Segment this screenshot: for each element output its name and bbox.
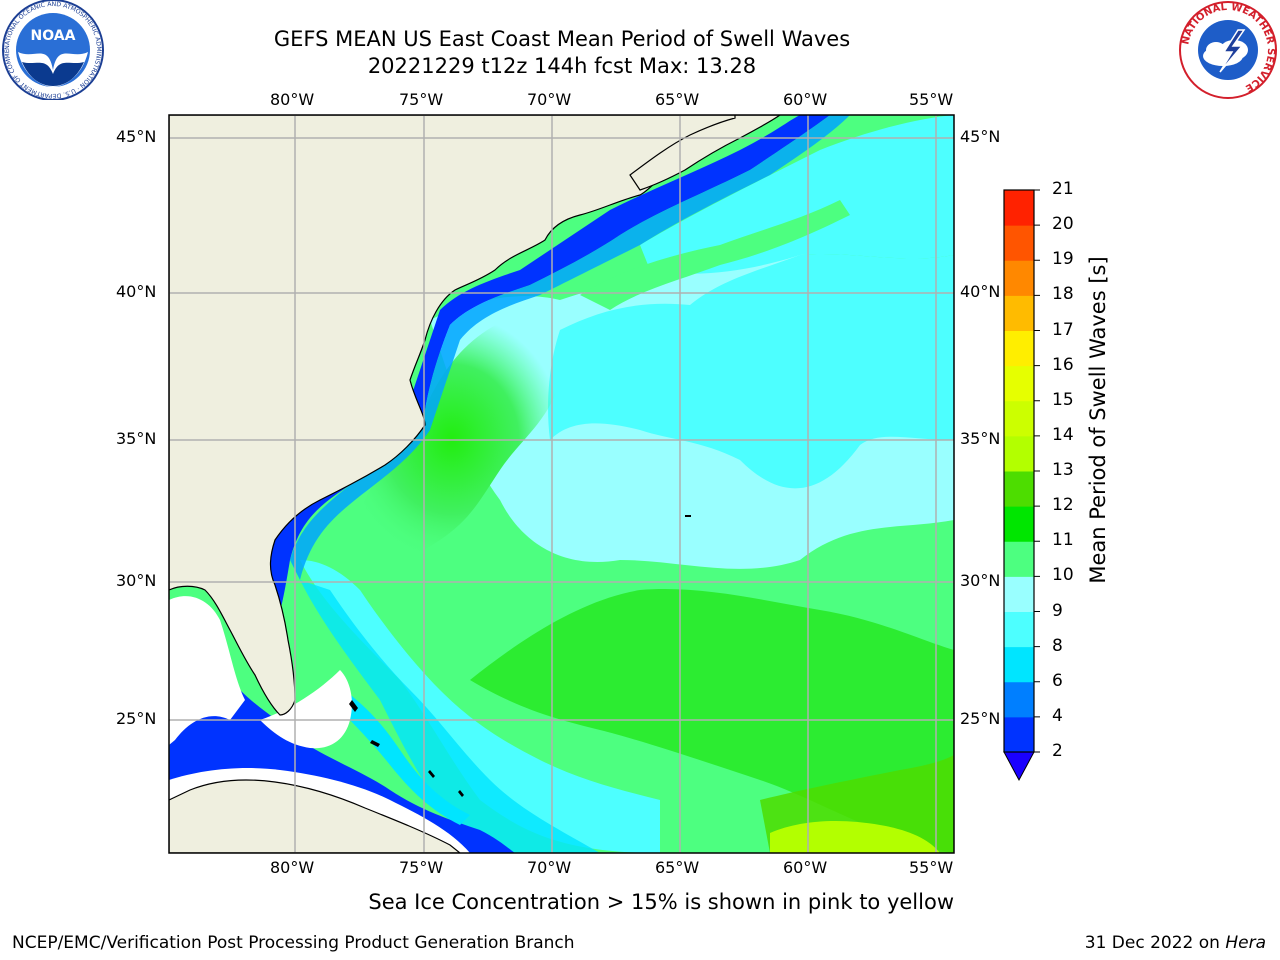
lat-label-right-45n: 45°N <box>960 127 1001 146</box>
swell-zone-12-13s <box>770 821 940 853</box>
colorbar-tick-label: 16 <box>1052 354 1074 375</box>
colorbar-segment <box>1004 681 1034 718</box>
lat-label-right-30n: 30°N <box>960 571 1001 590</box>
chart-title: GEFS MEAN US East Coast Mean Period of S… <box>273 27 851 51</box>
footer-date-text: 31 Dec 2022 on <box>1084 933 1226 953</box>
colorbar-tick-label: 15 <box>1052 389 1074 410</box>
lon-label-top-75w: 75°W <box>399 90 444 109</box>
colorbar-title: Mean Period of Swell Waves [s] <box>1086 256 1110 584</box>
swell-zone-6-8s-north <box>640 115 954 274</box>
swell-zone-9-10s-north <box>580 200 850 310</box>
colorbar-segment <box>1004 435 1034 472</box>
footer-credit: NCEP/EMC/Verification Post Processing Pr… <box>12 933 575 953</box>
lat-label-right-35n: 35°N <box>960 429 1001 448</box>
colorbar-segment <box>1004 365 1034 402</box>
colorbar-tick-label: 17 <box>1052 319 1074 340</box>
lon-label-top-80w: 80°W <box>270 90 315 109</box>
lat-label-right-25n: 25°N <box>960 709 1001 728</box>
colorbar <box>1003 189 1040 782</box>
colorbar-tick-label: 13 <box>1052 460 1074 480</box>
lon-label-bottom-70w: 70°W <box>527 858 572 877</box>
lon-label-bottom-75w: 75°W <box>399 858 444 877</box>
colorbar-tick-label: 20 <box>1052 214 1074 235</box>
nws-logo: NATIONAL WEATHER SERVICE <box>1178 0 1278 100</box>
sea-ice-caption: Sea Ice Concentration > 15% is shown in … <box>368 890 954 914</box>
noaa-logo-text: NOAA <box>31 28 76 44</box>
footer-date: 31 Dec 2022 on Hera <box>1085 933 1266 953</box>
lat-label-right-40n: 40°N <box>960 282 1001 301</box>
lat-label-left-30n: 30°N <box>116 571 157 590</box>
lon-label-top-55w: 55°W <box>909 90 954 109</box>
land-north-america <box>169 115 781 716</box>
colorbar-segment <box>1004 190 1034 226</box>
map-frame <box>168 114 955 854</box>
no-data-region-gulf <box>169 596 245 745</box>
colorbar-segment <box>1004 611 1034 648</box>
land-cuba <box>169 779 461 853</box>
colorbar-tick-label: 10 <box>1052 565 1074 586</box>
lon-label-top-60w: 60°W <box>783 90 828 109</box>
colorbar-tick-label: 2 <box>1052 741 1063 761</box>
lat-label-left-40n: 40°N <box>116 282 157 301</box>
colorbar-segment <box>1004 400 1034 437</box>
gulf-stream-band <box>340 314 564 564</box>
colorbar-segment <box>1004 646 1034 683</box>
colorbar-tick-label: 6 <box>1052 670 1063 691</box>
colorbar-tick-label: 9 <box>1052 600 1063 621</box>
swell-zone-nearshore-cyan2 <box>300 580 600 853</box>
swell-zone-nearshore-cyan <box>300 560 660 853</box>
noaa-logo: NATIONAL OCEANIC AND ATMOSPHERIC ADMINIS… <box>0 0 106 101</box>
colorbar-tick-label: 12 <box>1052 495 1074 516</box>
colorbar-segment <box>1004 330 1034 367</box>
lon-label-bottom-65w: 65°W <box>655 858 700 877</box>
chart-subtitle: 20221229 t12z 144h fcst Max: 13.28 <box>367 54 757 78</box>
lon-label-top-70w: 70°W <box>527 90 572 109</box>
lat-label-left-25n: 25°N <box>116 709 157 728</box>
colorbar-segment <box>1004 260 1034 296</box>
lon-label-bottom-80w: 80°W <box>270 858 315 877</box>
lat-label-left-45n: 45°N <box>116 127 157 146</box>
swell-zone-6-8s <box>548 253 954 489</box>
no-data-region-bahamas <box>260 670 352 749</box>
lon-label-bottom-55w: 55°W <box>909 858 954 877</box>
colorbar-tick-label: 14 <box>1052 424 1074 445</box>
colorbar-tick-label: 21 <box>1052 179 1074 199</box>
colorbar-segment <box>1004 471 1034 507</box>
lon-label-bottom-60w: 60°W <box>783 858 828 877</box>
colorbar-tick-label: 18 <box>1052 284 1074 305</box>
graticule <box>169 115 954 853</box>
colorbar-segment <box>1004 295 1034 331</box>
colorbar-tick-label: 19 <box>1052 249 1074 270</box>
colorbar-segment <box>1004 225 1034 261</box>
footer-machine: Hera <box>1225 933 1266 953</box>
lat-label-left-35n: 35°N <box>116 429 157 448</box>
colorbar-segment <box>1004 576 1034 612</box>
lon-label-top-65w: 65°W <box>655 90 700 109</box>
colorbar-tick-label: 8 <box>1052 635 1063 656</box>
colorbar-segment <box>1004 541 1034 577</box>
colorbar-segment <box>1004 506 1034 542</box>
bahamas-cyan-edge <box>330 680 470 825</box>
colorbar-segment <box>1004 716 1034 753</box>
colorbar-extend-triangle <box>1003 751 1035 782</box>
colorbar-tick-label: 4 <box>1052 705 1063 726</box>
colorbar-tick-label: 11 <box>1052 530 1074 551</box>
